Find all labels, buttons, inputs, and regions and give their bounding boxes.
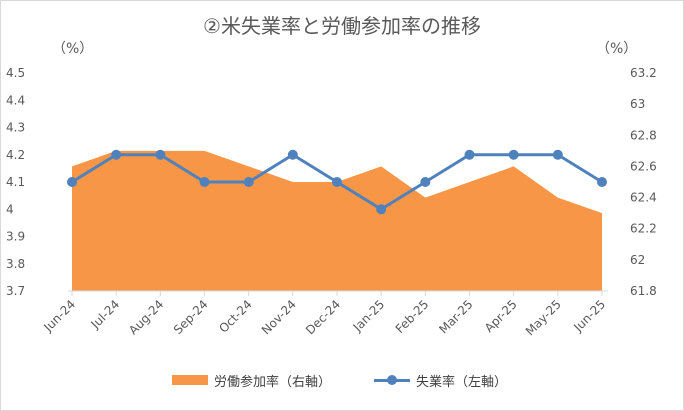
right-tick-label: 62.8	[630, 128, 657, 142]
right-axis-unit: （%）	[596, 41, 638, 57]
left-axis-unit: （%）	[52, 41, 94, 57]
left-tick-label: 4.4	[6, 93, 25, 107]
x-tick-label: Jan-25	[350, 297, 388, 335]
unemployment-point	[508, 149, 519, 160]
x-tick-label: May-25	[523, 297, 564, 338]
x-tick-label: Sep-24	[171, 297, 211, 337]
unemployment-line-layer	[67, 149, 607, 215]
right-tick-label: 63	[630, 97, 645, 111]
x-tick-label: Aug-24	[126, 297, 166, 337]
left-tick-label: 3.7	[6, 284, 25, 298]
right-tick-label: 62.2	[630, 222, 657, 236]
x-tick-label: Feb-25	[393, 297, 432, 336]
unemployment-point	[111, 149, 122, 160]
unemployment-point	[155, 149, 166, 160]
right-tick-label: 62	[630, 253, 645, 267]
unemployment-point	[420, 177, 431, 187]
unemployment-point	[597, 177, 607, 187]
x-tick-label: Mar-25	[436, 297, 475, 336]
unemployment-point	[287, 149, 298, 160]
x-tick-label: Jul-24	[88, 297, 123, 332]
left-tick-label: 4.1	[6, 175, 25, 189]
legend-unemployment: 失業率（左軸）	[374, 370, 507, 390]
x-tick-label: Apr-25	[482, 297, 520, 335]
legend-participation: 労働参加率（右軸）	[172, 370, 331, 390]
unemployment-point	[67, 177, 77, 187]
axis-layer	[68, 290, 608, 296]
x-tick-label: Oct-24	[216, 297, 254, 335]
participation-area	[72, 150, 602, 291]
left-tick-label: 4.5	[6, 66, 25, 80]
left-tick-label: 3.8	[6, 257, 25, 271]
left-tick-label: 4	[6, 202, 14, 216]
unemployment-point	[243, 177, 254, 187]
x-tick-label: Dec-24	[303, 297, 343, 337]
left-tick-label: 3.9	[6, 230, 25, 244]
x-tick-label: Jun-25	[570, 297, 608, 335]
left-tick-label: 4.3	[6, 121, 25, 135]
participation-area-layer	[72, 150, 602, 291]
unemployment-point	[464, 149, 475, 160]
unemployment-point	[332, 177, 342, 187]
unemployment-point	[552, 149, 563, 160]
right-tick-label: 61.8	[630, 284, 657, 298]
right-tick-label: 63.2	[630, 66, 657, 80]
x-tick-label: Jun-24	[40, 297, 78, 335]
chart-title: ②米失業率と労働参加率の推移	[203, 14, 481, 38]
unemployment-point	[199, 177, 210, 187]
left-tick-label: 4.2	[6, 148, 25, 162]
legend-participation-label: 労働参加率（右軸）	[214, 374, 332, 390]
legend-unemployment-label: 失業率（左軸）	[416, 374, 508, 390]
legend-area-swatch	[172, 375, 208, 385]
legend-line-swatch	[374, 375, 410, 385]
right-tick-label: 62.4	[630, 191, 657, 205]
right-tick-label: 62.6	[630, 159, 657, 173]
x-tick-label: Nov-24	[259, 297, 299, 337]
unemployment-point	[376, 204, 387, 215]
